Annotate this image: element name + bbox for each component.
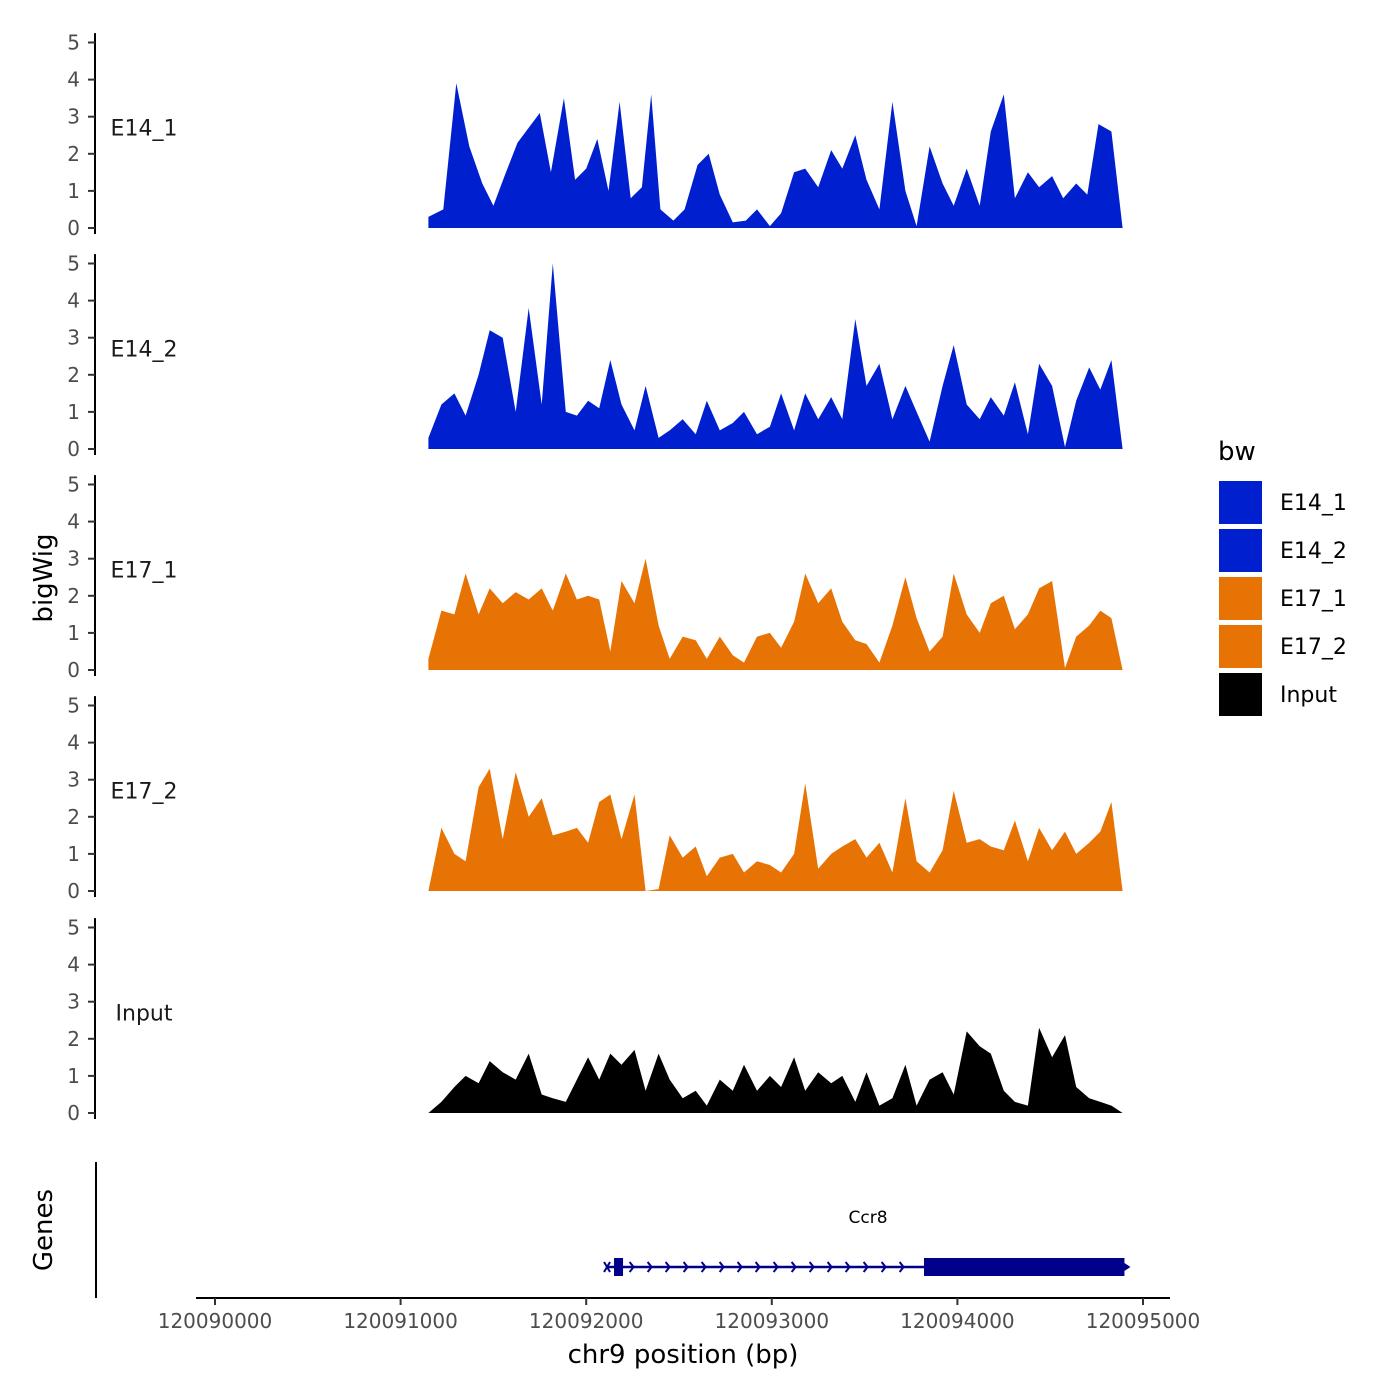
x-axis: 120090000 120091000 120092000 120093000 1200… [158, 1297, 1201, 1333]
strand-arrow [880, 1261, 887, 1273]
track-label-E14_2: E14_2 [111, 337, 178, 362]
strand-arrow [646, 1261, 653, 1273]
gene-Ccr8: Ccr8 [603, 1208, 1131, 1276]
y-tick-label: 0 [67, 658, 80, 682]
strand-arrow [808, 1261, 815, 1273]
y-tick-label: 5 [67, 31, 80, 55]
y-tick-label: 2 [67, 142, 80, 166]
y-axis-title: bigWig [29, 533, 59, 622]
gene-exon [923, 1258, 1125, 1276]
legend: bw E14_1 E14_2 E17_1 E17_2 Input [1217, 437, 1347, 718]
y-tick-label: 5 [67, 916, 80, 940]
y-tick-label: 4 [67, 68, 80, 92]
y-tick-label: 1 [67, 842, 80, 866]
legend-label-E17_1: E17_1 [1280, 587, 1347, 612]
area-Input [428, 1027, 1123, 1113]
strand-arrow [898, 1261, 905, 1273]
strand-arrow [790, 1261, 797, 1273]
y-tick-label: 3 [67, 768, 80, 792]
track-E17_2: 0 1 2 3 4 5 E17_2 [67, 694, 1123, 903]
area-E17_1 [428, 558, 1123, 670]
genes-axis-title: Genes [29, 1189, 59, 1271]
legend-swatch-E17_1 [1217, 575, 1264, 622]
gene-start-marker [603, 1261, 611, 1273]
y-tick-label: 1 [67, 400, 80, 424]
strand-arrow [844, 1261, 851, 1273]
strand-arrow [718, 1261, 725, 1273]
area-E17_2 [428, 768, 1123, 891]
strand-arrow [754, 1261, 761, 1273]
y-tick-label: 4 [67, 953, 80, 977]
track-Input: 0 1 2 3 4 5 Input [67, 916, 1123, 1125]
y-tick-label: 4 [67, 510, 80, 534]
y-tick-label: 2 [67, 1027, 80, 1051]
track-label-E17_2: E17_2 [111, 779, 178, 804]
track-E14_1: 0 1 2 3 4 5 E14_1 [67, 31, 1123, 240]
strand-arrow [628, 1261, 635, 1273]
y-tick-label: 4 [67, 289, 80, 313]
x-tick-label: 120091000 [343, 1309, 458, 1333]
y-tick-label: 2 [67, 805, 80, 829]
legend-label-E17_2: E17_2 [1280, 635, 1347, 660]
strand-arrow [826, 1261, 833, 1273]
x-tick-label: 120093000 [715, 1309, 830, 1333]
track-label-E17_1: E17_1 [111, 558, 178, 583]
x-tick-label: 120095000 [1086, 1309, 1201, 1333]
legend-title: bw [1218, 437, 1256, 467]
y-tick-label: 3 [67, 990, 80, 1014]
y-tick-label: 0 [67, 879, 80, 903]
y-tick-label: 5 [67, 694, 80, 718]
y-tick-label: 0 [67, 216, 80, 240]
gene-end-arrow [1124, 1263, 1131, 1271]
legend-label-Input: Input [1280, 683, 1337, 708]
x-tick-label: 120090000 [158, 1309, 273, 1333]
legend-label-E14_2: E14_2 [1280, 539, 1347, 564]
strand-arrow [736, 1261, 743, 1273]
y-tick-label: 5 [67, 252, 80, 276]
x-tick-label: 120092000 [529, 1309, 644, 1333]
track-label-Input: Input [116, 1001, 173, 1026]
y-tick-label: 3 [67, 105, 80, 129]
legend-swatch-E14_2 [1217, 527, 1264, 574]
strand-arrow [682, 1261, 689, 1273]
track-E14_2: 0 1 2 3 4 5 E14_2 [67, 252, 1123, 461]
area-E14_2 [428, 263, 1123, 449]
track-E17_1: 0 1 2 3 4 5 E17_1 [67, 473, 1123, 682]
y-tick-label: 2 [67, 363, 80, 387]
y-tick-label: 1 [67, 621, 80, 645]
genes-panel: Ccr8 [95, 1162, 1131, 1298]
gene-exon [614, 1258, 624, 1276]
y-tick-label: 3 [67, 326, 80, 350]
y-tick-label: 0 [67, 1101, 80, 1125]
y-tick-label: 0 [67, 437, 80, 461]
x-axis-title: chr9 position (bp) [568, 1340, 799, 1370]
strand-arrow [664, 1261, 671, 1273]
strand-arrow [772, 1261, 779, 1273]
gene-models: Ccr8 [603, 1208, 1131, 1276]
y-tick-label: 1 [67, 1064, 80, 1088]
legend-label-E14_1: E14_1 [1280, 491, 1347, 516]
legend-swatch-E14_1 [1217, 479, 1264, 526]
y-tick-label: 3 [67, 547, 80, 571]
y-tick-label: 2 [67, 584, 80, 608]
y-tick-label: 1 [67, 179, 80, 203]
signal-tracks: 0 1 2 3 4 5 E14_1 0 1 2 3 4 5 E14_2 0 1 2 3 4 5 E17_1 0 1 2 3 4 5 E… [67, 31, 1123, 1125]
x-tick-label: 120094000 [900, 1309, 1015, 1333]
strand-arrow [862, 1261, 869, 1273]
legend-swatch-E17_2 [1217, 623, 1264, 670]
strand-arrow [700, 1261, 707, 1273]
y-tick-label: 4 [67, 731, 80, 755]
area-E14_1 [428, 83, 1123, 228]
gene-label: Ccr8 [848, 1208, 887, 1228]
y-tick-label: 5 [67, 473, 80, 497]
legend-swatch-Input [1217, 671, 1264, 718]
track-label-E14_1: E14_1 [111, 116, 178, 141]
